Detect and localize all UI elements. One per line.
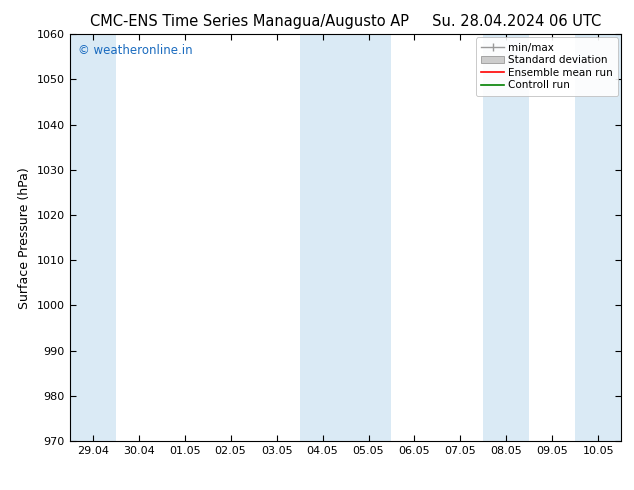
Bar <box>483 34 529 441</box>
Bar <box>299 34 391 441</box>
Legend: min/max, Standard deviation, Ensemble mean run, Controll run: min/max, Standard deviation, Ensemble me… <box>476 37 618 96</box>
Bar <box>70 34 115 441</box>
Title: CMC-ENS Time Series Managua/Augusto AP     Su. 28.04.2024 06 UTC: CMC-ENS Time Series Managua/Augusto AP S… <box>90 14 601 29</box>
Y-axis label: Surface Pressure (hPa): Surface Pressure (hPa) <box>18 167 31 309</box>
Bar <box>575 34 621 441</box>
Text: © weatheronline.in: © weatheronline.in <box>78 45 193 57</box>
